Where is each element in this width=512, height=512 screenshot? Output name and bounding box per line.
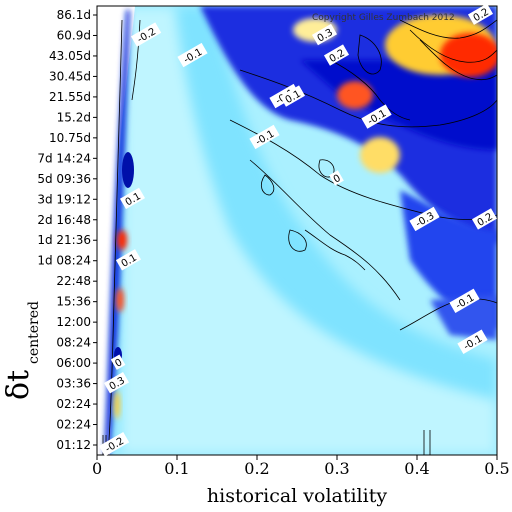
y-tick-label: 60.9d bbox=[57, 28, 91, 42]
heatmap-field bbox=[97, 6, 497, 455]
hot-spot-mid bbox=[337, 81, 373, 109]
left-stripe-yellow bbox=[114, 391, 120, 419]
contour-label-text: 0 bbox=[113, 357, 124, 370]
y-tick-label: 43.05d bbox=[49, 49, 91, 63]
y-tick-label: 21.55d bbox=[49, 90, 91, 104]
contour-label-background bbox=[361, 104, 392, 129]
y-tick-label: 1d 08:24 bbox=[37, 254, 91, 268]
contour-label-background bbox=[249, 124, 280, 150]
x-axis-label: historical volatility bbox=[207, 485, 387, 507]
y-axis: 86.1d 60.9d 43.05d 30.45d 21.55d 15.2d 10.75d 7… bbox=[37, 8, 97, 452]
contour-label-background bbox=[177, 42, 208, 68]
contour-label-background bbox=[98, 431, 130, 457]
contour-label-background bbox=[323, 44, 350, 66]
contour-label-background bbox=[409, 206, 440, 232]
y-tick-label: 12:00 bbox=[56, 315, 91, 329]
y-tick-label: 3d 19:12 bbox=[37, 192, 91, 206]
left-stripe-red bbox=[117, 230, 127, 250]
y-axis-label-group: δt centered bbox=[1, 301, 42, 400]
x-tick-label: 0.2 bbox=[244, 459, 269, 478]
warm-spot bbox=[360, 137, 400, 173]
contour-label: 0 bbox=[110, 354, 126, 370]
contour-label-background bbox=[457, 329, 488, 354]
x-tick-label: 0.5 bbox=[484, 459, 509, 478]
contour-label-background bbox=[130, 22, 162, 47]
y-tick-label: 03:36 bbox=[56, 377, 91, 391]
y-tick-label: 10.75d bbox=[49, 131, 91, 145]
y-tick-label: 86.1d bbox=[57, 8, 91, 22]
contour-label-background bbox=[471, 208, 498, 230]
contour-line bbox=[131, 19, 141, 101]
y-tick-label: 02:24 bbox=[56, 418, 91, 432]
contour-line bbox=[423, 430, 431, 455]
x-tick-label: 0.1 bbox=[164, 459, 189, 478]
contour-line bbox=[249, 159, 401, 301]
contour-label-background bbox=[467, 3, 494, 25]
y-tick-label: 08:24 bbox=[56, 336, 91, 350]
x-tick-label: 0 bbox=[92, 459, 102, 478]
right-blue-streak-2 bbox=[430, 295, 497, 340]
y-tick-label: 01:12 bbox=[56, 438, 91, 452]
y-tick-label: 06:00 bbox=[56, 356, 91, 370]
contour-label: 0 bbox=[329, 170, 344, 186]
contour-line bbox=[239, 69, 497, 128]
contour-label-background bbox=[279, 85, 306, 107]
y-tick-label: 7d 14:24 bbox=[37, 151, 91, 165]
y-tick-label: 22:48 bbox=[56, 274, 91, 288]
x-tick-label: 0.4 bbox=[404, 459, 429, 478]
contour-label-background bbox=[110, 354, 126, 370]
contour-label-text: 0 bbox=[332, 173, 343, 186]
copyright-notice: Copyright Gilles Zumbach 2012 bbox=[312, 13, 455, 23]
contour-line bbox=[260, 174, 275, 196]
left-blue-stripe bbox=[104, 10, 130, 455]
contour-lines bbox=[102, 19, 497, 455]
plot-frame bbox=[96, 5, 498, 456]
x-tick-label: 0.3 bbox=[324, 459, 349, 478]
hot-spot-red bbox=[440, 33, 497, 77]
y-axis-label-subscript: centered bbox=[26, 301, 42, 364]
y-tick-label: 15:36 bbox=[56, 295, 91, 309]
pale-cyan-region bbox=[120, 6, 497, 455]
contour-line bbox=[399, 19, 497, 39]
x-axis: 0 0.1 0.2 0.3 0.4 0.5 bbox=[92, 455, 510, 478]
y-axis-label: δt bbox=[1, 370, 36, 400]
contour-line bbox=[329, 59, 411, 121]
y-tick-label: 2d 16:48 bbox=[37, 213, 91, 227]
contour-label-background bbox=[329, 170, 344, 186]
contour-label-background bbox=[449, 288, 480, 313]
y-tick-label: 5d 09:36 bbox=[37, 172, 91, 186]
left-stripe-red-2 bbox=[116, 288, 124, 312]
contour-line bbox=[304, 229, 366, 271]
y-tick-label: 15.2d bbox=[57, 110, 91, 124]
y-tick-label: 1d 21:36 bbox=[37, 233, 91, 247]
y-tick-label: 02:24 bbox=[56, 397, 91, 411]
contour-line bbox=[419, 39, 497, 81]
contour-line bbox=[409, 29, 497, 63]
left-stripe-spot bbox=[122, 152, 134, 188]
contour-line bbox=[229, 119, 497, 220]
contour-line bbox=[288, 229, 307, 252]
y-tick-label: 30.45d bbox=[49, 69, 91, 83]
contour-label-background bbox=[119, 187, 146, 210]
contour-label-background bbox=[103, 372, 130, 394]
contour-line bbox=[107, 19, 123, 455]
contour-line bbox=[357, 34, 382, 75]
contour-label-background bbox=[311, 23, 338, 46]
contour-label-background bbox=[115, 249, 142, 271]
